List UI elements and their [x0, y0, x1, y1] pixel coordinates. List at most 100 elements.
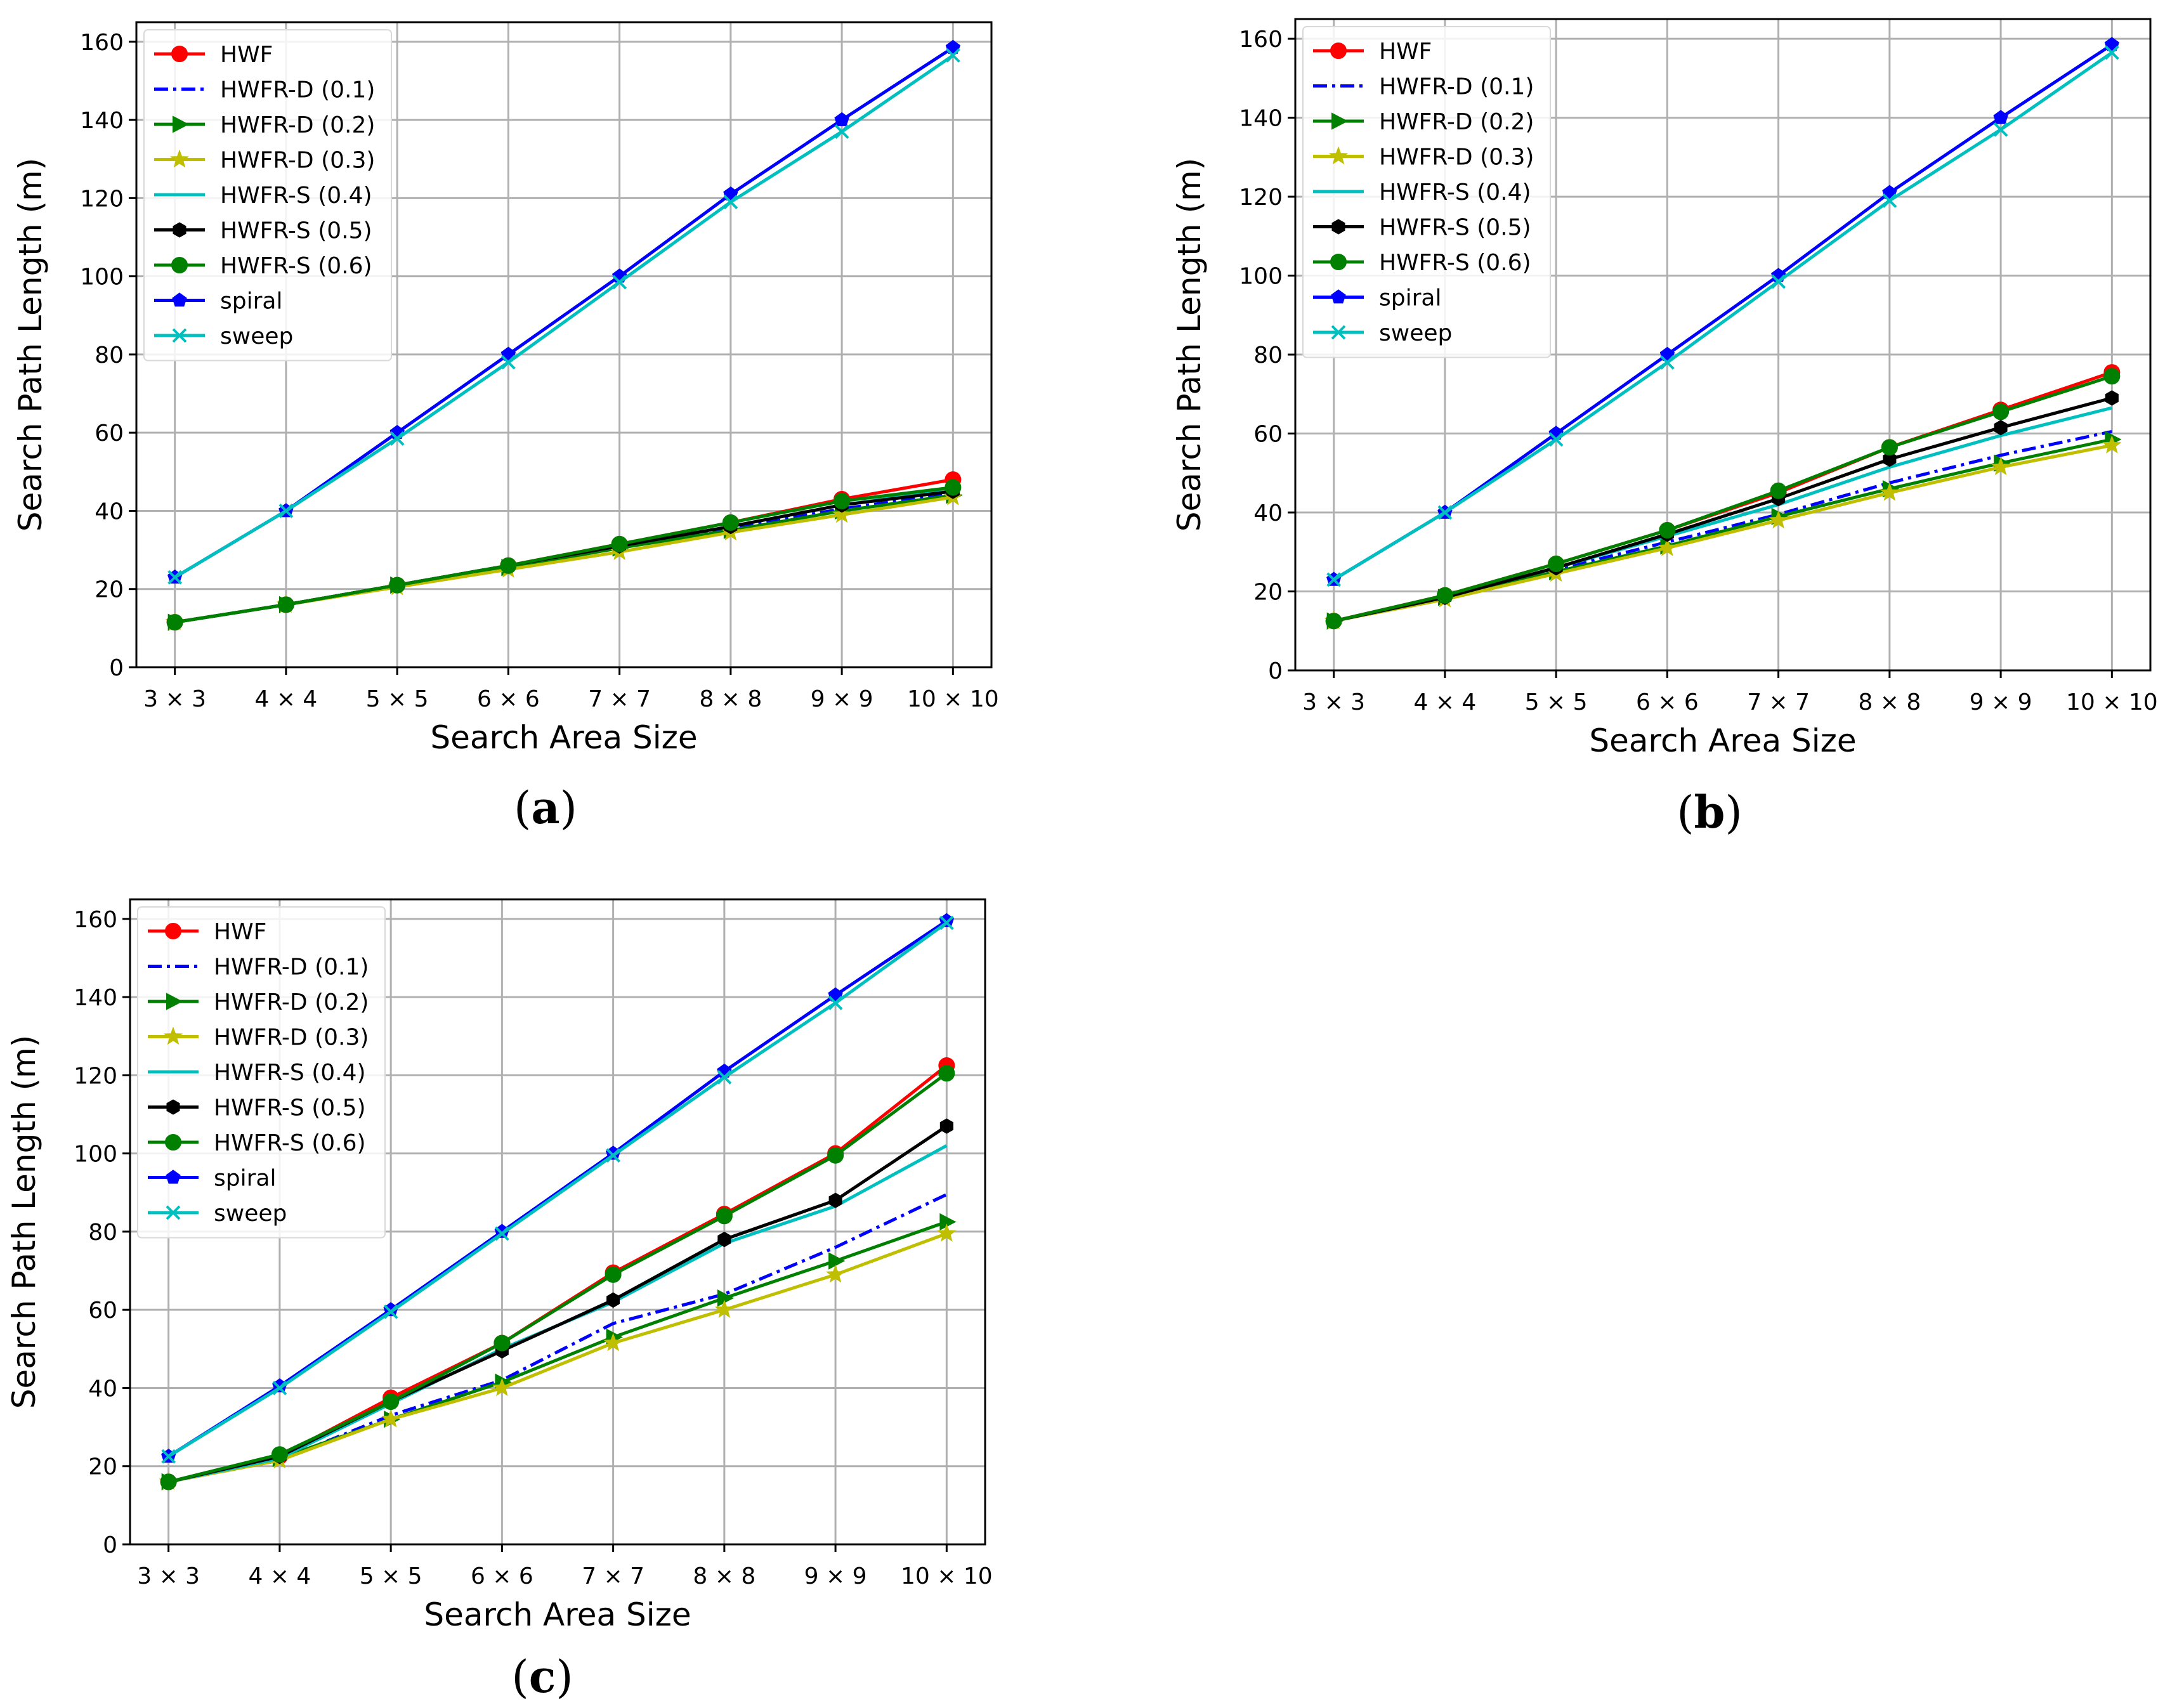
y-tick-label: 20 — [95, 577, 124, 603]
y-tick-label: 0 — [1268, 658, 1283, 684]
legend-label: HWFR-S (0.5) — [1379, 215, 1531, 241]
data-point — [1548, 432, 1564, 447]
x-tick-label: 3 × 3 — [1302, 689, 1365, 715]
legend-marker — [166, 993, 183, 1010]
legend-label: sweep — [220, 323, 293, 349]
y-tick-label: 160 — [74, 907, 117, 933]
legend-label: HWFR-D (0.3) — [220, 148, 375, 174]
data-point — [828, 1192, 842, 1208]
data-point — [1883, 451, 1897, 467]
legend-marker — [171, 257, 188, 273]
y-tick-label: 160 — [80, 30, 124, 56]
data-point — [717, 1289, 735, 1307]
y-tick-label: 100 — [80, 264, 124, 290]
data-point — [1880, 483, 1899, 501]
data-point — [1436, 587, 1453, 604]
x-tick-label: 8 × 8 — [693, 1563, 755, 1589]
y-tick-label: 120 — [1239, 185, 1283, 211]
data-point — [1659, 522, 1676, 539]
data-point — [716, 1208, 733, 1225]
data-point — [381, 1409, 401, 1428]
x-tick-label: 4 × 4 — [1413, 689, 1476, 715]
legend-label: HWFR-S (0.4) — [1379, 179, 1531, 205]
legend-label: HWF — [1379, 39, 1432, 65]
data-point — [937, 1223, 957, 1242]
data-point — [160, 1473, 177, 1490]
data-point — [1659, 346, 1675, 361]
data-point — [1659, 355, 1675, 370]
series-sweep — [167, 48, 960, 585]
legend-marker — [172, 328, 187, 343]
y-tick-label: 80 — [1253, 342, 1283, 368]
data-point — [278, 504, 294, 518]
x-tick-label: 8 × 8 — [1858, 689, 1921, 715]
legend-label: HWFR-S (0.6) — [220, 253, 372, 279]
data-point — [2104, 45, 2119, 60]
y-tick-label: 140 — [80, 108, 124, 134]
legend-label: HWFR-D (0.3) — [1379, 145, 1534, 171]
series-sweep — [161, 915, 954, 1464]
y-axis-label: Search Path Length (m) — [1171, 158, 1208, 531]
legend-marker — [1331, 289, 1346, 304]
data-point — [717, 1232, 731, 1248]
legend-marker — [166, 1205, 181, 1220]
series-hwfr-s-0-6 — [166, 479, 962, 631]
legend-marker — [165, 923, 181, 939]
data-point — [1325, 613, 1342, 630]
data-point — [383, 1304, 398, 1319]
legend-entry: HWFR-D (0.2) — [148, 989, 369, 1015]
y-tick-label: 120 — [80, 186, 124, 212]
legend-entry: HWFR-D (0.1) — [148, 955, 369, 981]
x-tick-label: 7 × 7 — [1747, 689, 1810, 715]
legend-entry: HWFR-D (0.2) — [1313, 109, 1534, 135]
data-point — [722, 514, 739, 531]
legend-marker — [163, 1026, 183, 1045]
legend-marker — [1330, 254, 1347, 270]
legend-entry: spiral — [1313, 285, 1441, 311]
y-tick-label: 120 — [74, 1063, 117, 1089]
legend-box — [1302, 26, 1551, 358]
x-tick-label: 7 × 7 — [588, 686, 651, 712]
chart-panel-a: 0 20 40 60 80 100 120 140 160 3 × 3 4 × 4 5 × 5 6 × … — [12, 21, 999, 834]
data-point — [1991, 457, 2011, 476]
data-point — [389, 431, 405, 446]
x-tick-label: 4 × 4 — [248, 1563, 311, 1589]
legend-label: HWFR-D (0.1) — [220, 77, 375, 103]
series-hwfr-d-0-1 — [1333, 429, 2112, 623]
legend-entry: HWFR-D (0.3) — [148, 1025, 369, 1051]
chart-panel-b: 0 20 40 60 80 100 120 140 160 3 × 3 4 × 4 5 × 5 6 × … — [1171, 18, 2158, 838]
chart-panel-c: 0 20 40 60 80 100 120 140 160 3 × 3 4 × 4 5 × 5 6 × … — [6, 898, 993, 1703]
legend-entry: HWFR-S (0.4) — [1313, 179, 1531, 205]
data-point — [828, 987, 843, 1001]
series-line — [168, 1232, 948, 1483]
legend-entry: HWFR-D (0.3) — [1313, 145, 1534, 171]
legend-label: HWFR-D (0.2) — [1379, 109, 1534, 135]
x-tick-label: 6 × 6 — [477, 686, 540, 712]
x-tick-label: 10 × 10 — [901, 1563, 993, 1589]
legend-marker — [1330, 42, 1347, 59]
legend-entry: HWFR-S (0.6) — [148, 1130, 366, 1156]
data-point — [834, 112, 849, 126]
legend-entry: HWFR-D (0.1) — [1313, 74, 1534, 100]
data-point — [494, 1226, 509, 1241]
data-point — [1437, 505, 1453, 520]
x-axis-label: Search Area Size — [1589, 722, 1856, 759]
legend-marker — [1331, 325, 1346, 340]
legend-entry: HWFR-S (0.4) — [148, 1060, 366, 1086]
data-point — [167, 570, 183, 585]
data-point — [834, 124, 849, 139]
x-tick-label: 3 × 3 — [137, 1563, 200, 1589]
series-hwfr-s-0-6 — [1325, 368, 2121, 630]
data-point — [938, 1065, 955, 1082]
series-line — [167, 919, 948, 1458]
legend-label: HWFR-S (0.5) — [214, 1095, 366, 1121]
data-point — [1993, 122, 2008, 137]
legend-entry: HWF — [1313, 39, 1432, 65]
series-line — [1333, 429, 2112, 623]
legend-entry: HWFR-S (0.5) — [154, 218, 372, 244]
data-point — [834, 493, 851, 510]
y-tick-label: 40 — [95, 499, 124, 525]
data-point — [825, 1264, 846, 1283]
x-tick-label: 4 × 4 — [254, 686, 317, 712]
legend-entry: HWFR-D (0.2) — [154, 112, 375, 138]
